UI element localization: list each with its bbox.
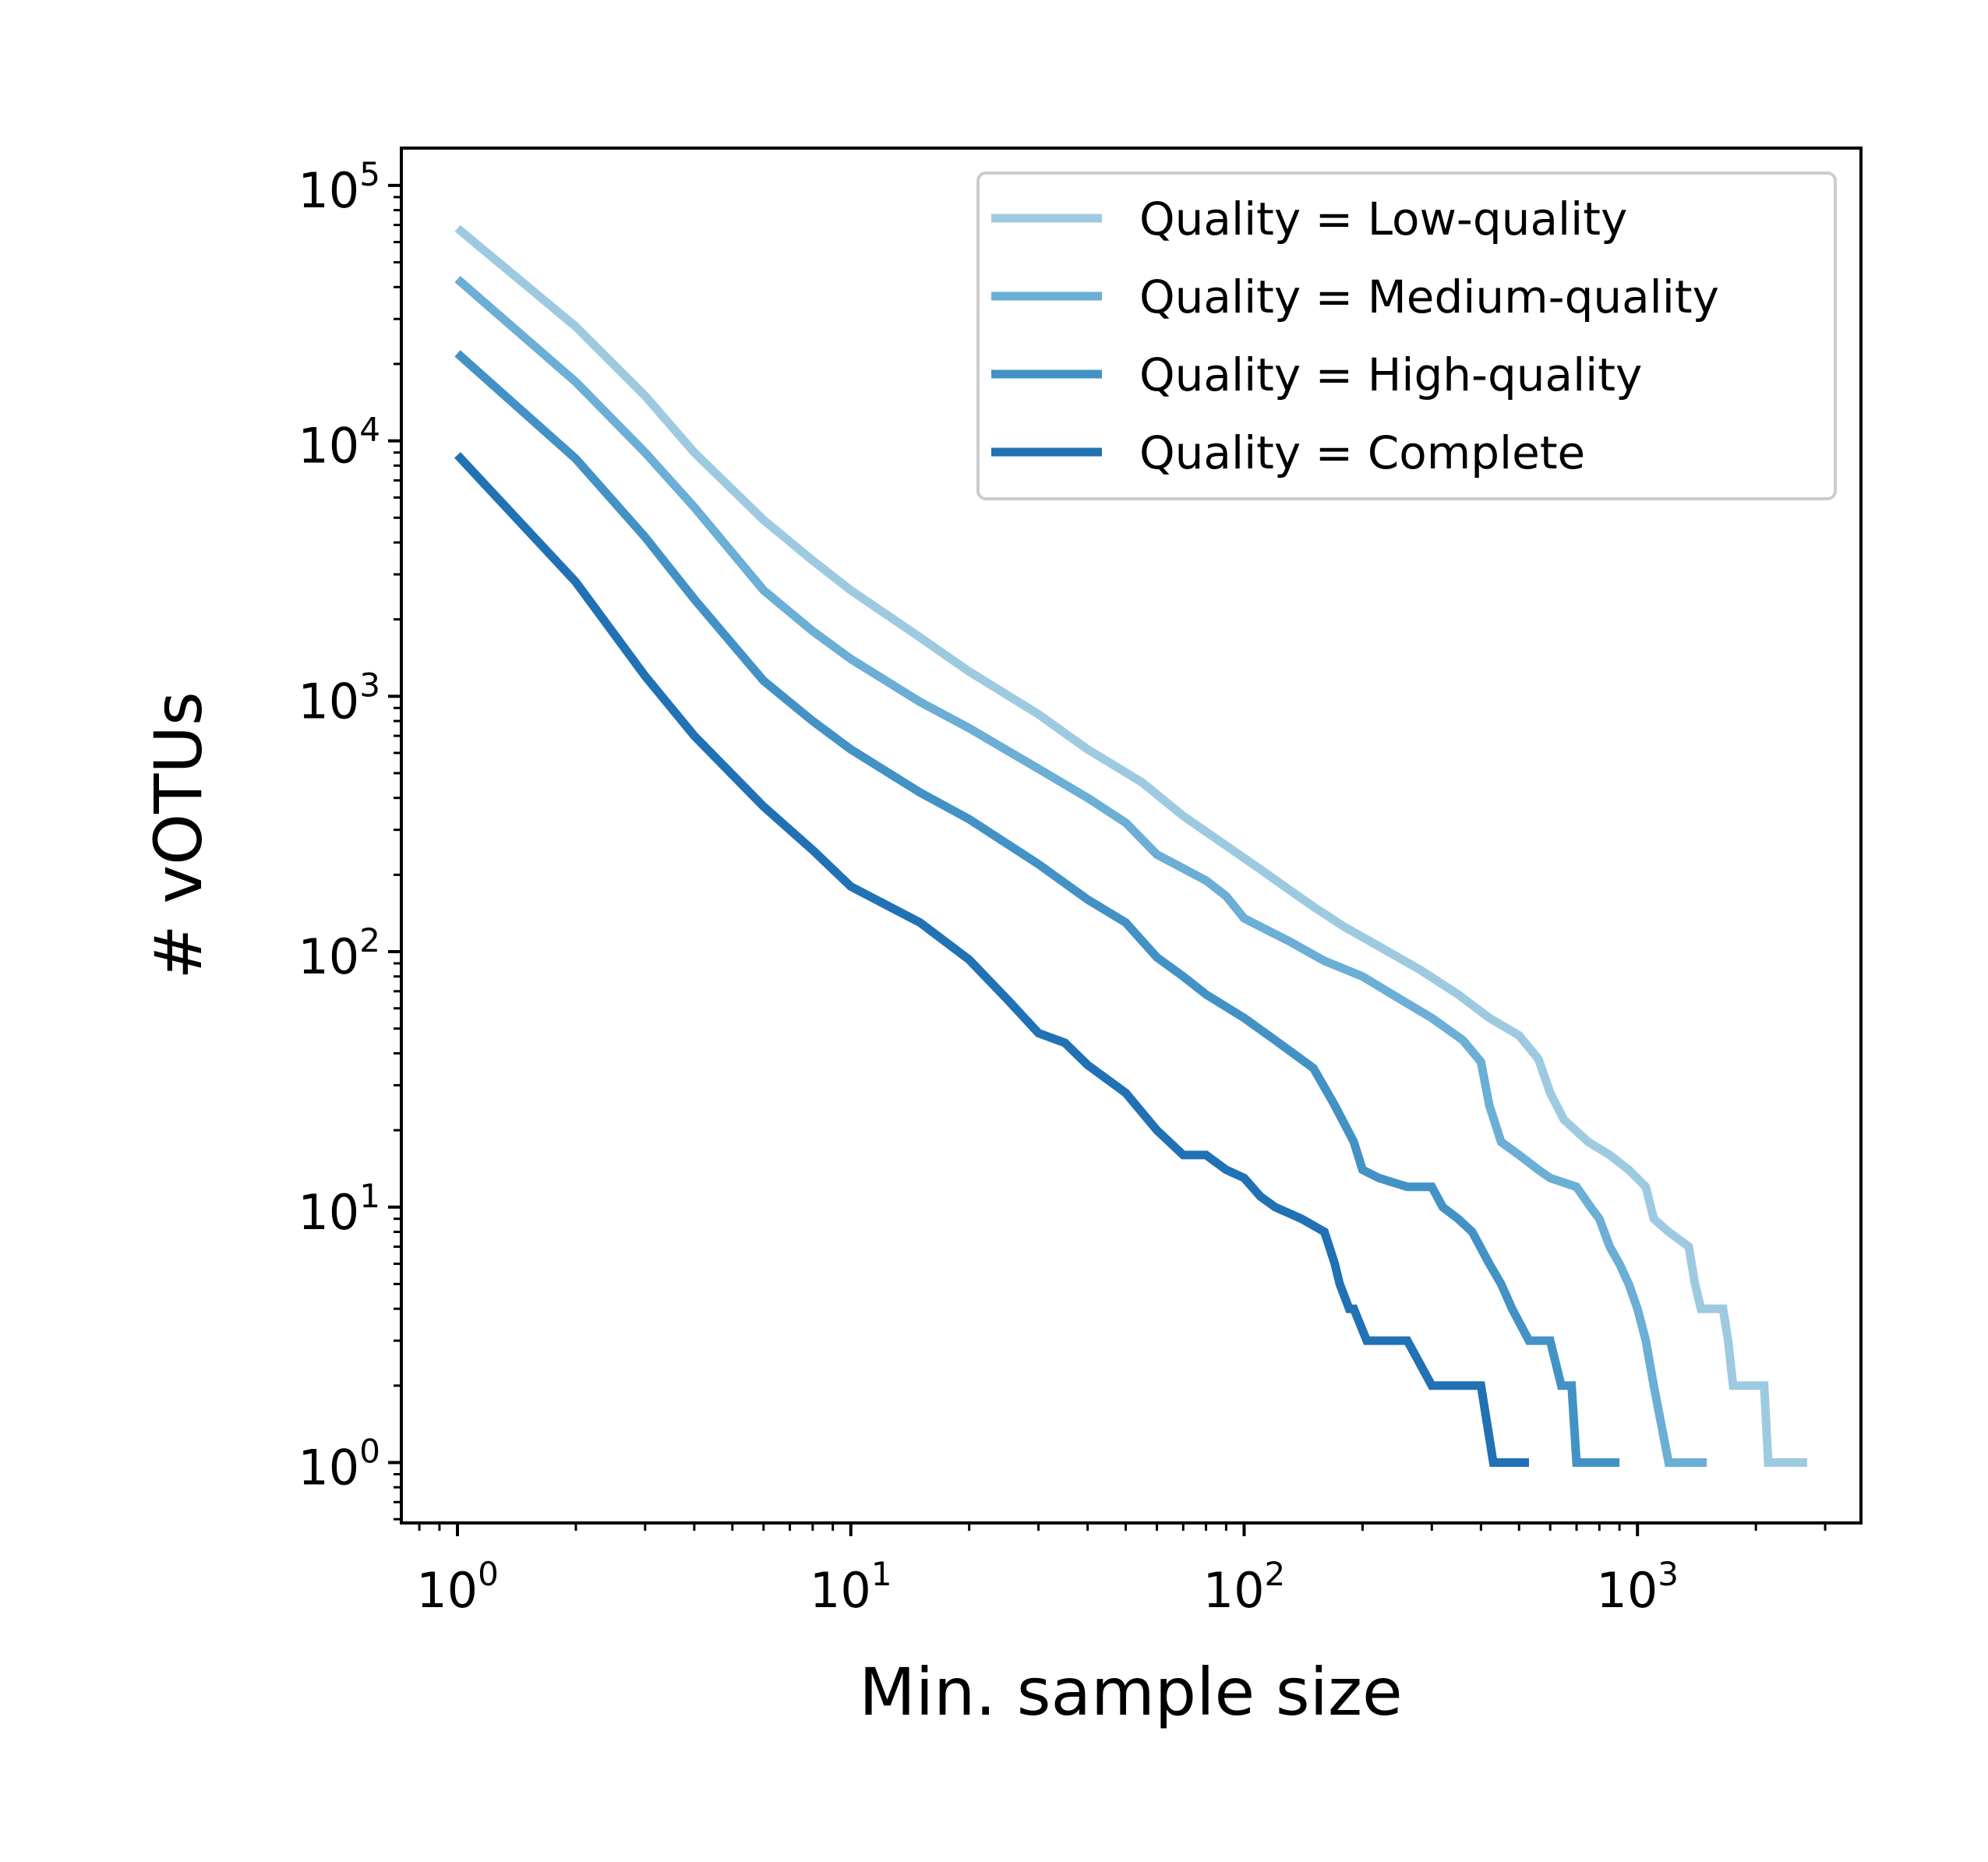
y-tick-label: 100 (298, 1432, 380, 1496)
legend: Quality = Low-quality Quality = Medium-qu… (976, 171, 1837, 500)
y-tick-label: 103 (298, 666, 380, 730)
y-tick-label: 104 (298, 411, 380, 475)
y-tick-label: 101 (298, 1177, 380, 1241)
legend-label-4: Quality = Complete (1139, 426, 1585, 479)
plot-frame (400, 147, 1863, 1525)
x-tick-label: 101 (810, 1555, 892, 1619)
y-axis: 100 101 102 103 104 105 (298, 155, 401, 1521)
x-tick-label: 102 (1203, 1555, 1286, 1619)
legend-box (976, 171, 1837, 500)
legend-label-3: Quality = High-quality (1139, 348, 1642, 401)
series-line-4 (454, 452, 1529, 1467)
x-axis-label: Min. sample size (859, 1654, 1402, 1730)
y-tick-label: 105 (298, 155, 380, 219)
series-layer (454, 224, 1807, 1467)
legend-label-2: Quality = Medium-quality (1139, 270, 1719, 323)
legend-label-1: Quality = Low-quality (1139, 193, 1627, 246)
x-axis: 100 101 102 103 (416, 1523, 1827, 1619)
series-line-2 (454, 275, 1707, 1467)
x-tick-label: 103 (1596, 1555, 1679, 1619)
y-tick-label: 102 (298, 921, 380, 985)
x-tick-label: 100 (416, 1555, 499, 1619)
series-line-3 (454, 350, 1620, 1467)
y-axis-label: # vOTUs (140, 691, 217, 979)
series-line-1 (454, 224, 1807, 1467)
